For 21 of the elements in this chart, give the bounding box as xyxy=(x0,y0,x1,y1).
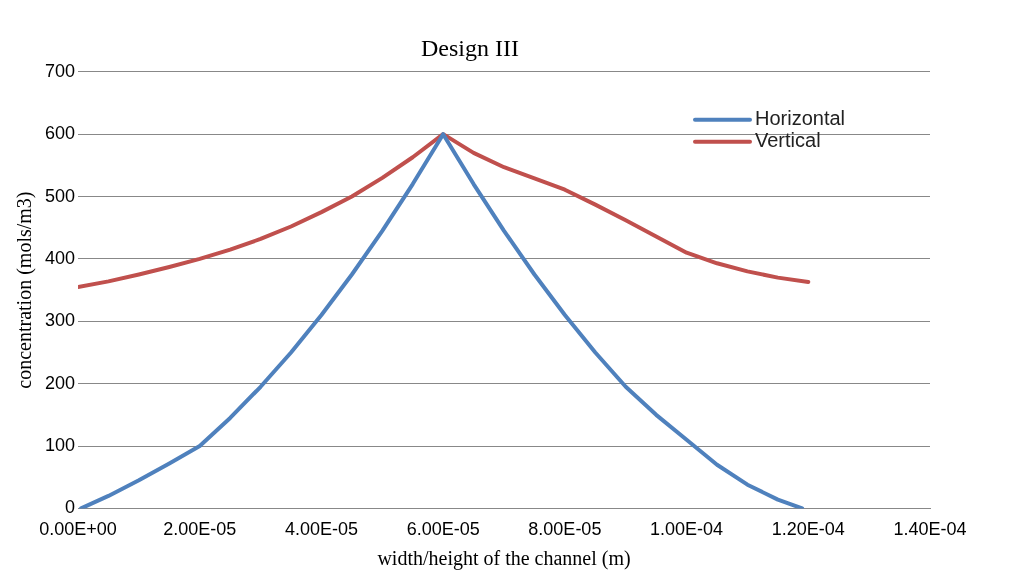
x-tick-label: 1.00E-04 xyxy=(650,519,724,540)
chart-title: Design III xyxy=(421,34,519,61)
x-tick-label: 1.40E-04 xyxy=(893,519,967,540)
y-tick-label: 400 xyxy=(44,247,76,268)
y-tick-label: 600 xyxy=(44,123,76,144)
x-tick-label: 1.20E-04 xyxy=(771,519,845,540)
y-tick-label: 100 xyxy=(44,435,76,455)
x-tick-label: 4.00E-05 xyxy=(284,519,358,540)
y-tick-label: 0 xyxy=(65,497,76,518)
legend-label: Horizontal xyxy=(755,107,846,130)
x-axis-title: width/height of the channel (m) xyxy=(377,547,631,571)
y-tick-label: 700 xyxy=(44,60,76,81)
legend-label: Vertical xyxy=(755,129,821,152)
x-tick-label: 0.00E+00 xyxy=(39,519,117,540)
x-tick-label: 6.00E-05 xyxy=(406,519,480,540)
y-tick-label: 200 xyxy=(44,372,76,393)
y-tick-label: 300 xyxy=(44,310,76,331)
x-tick-label: 8.00E-05 xyxy=(528,519,602,540)
y-axis-title: concentration (mols/m3) xyxy=(13,191,37,389)
y-tick-label: 500 xyxy=(44,185,76,206)
x-tick-label: 2.00E-05 xyxy=(163,519,237,540)
